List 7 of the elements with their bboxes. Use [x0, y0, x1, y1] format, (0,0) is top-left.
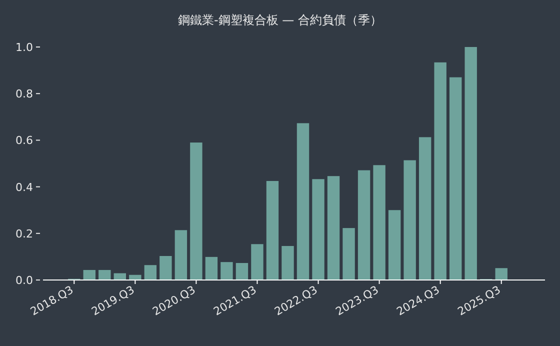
y-tick-label: 0.4	[16, 180, 33, 194]
y-tick-label: 1.0	[16, 41, 33, 54]
chart-title: 鋼鐵業-鋼塑複合板 — 合約負債（季）	[178, 13, 382, 27]
y-tick-label: 0.6	[16, 134, 33, 148]
y-tick-label: 0.0	[16, 274, 33, 287]
y-tick-label: 0.2	[16, 227, 33, 240]
y-tick-label: 0.8	[16, 88, 33, 101]
